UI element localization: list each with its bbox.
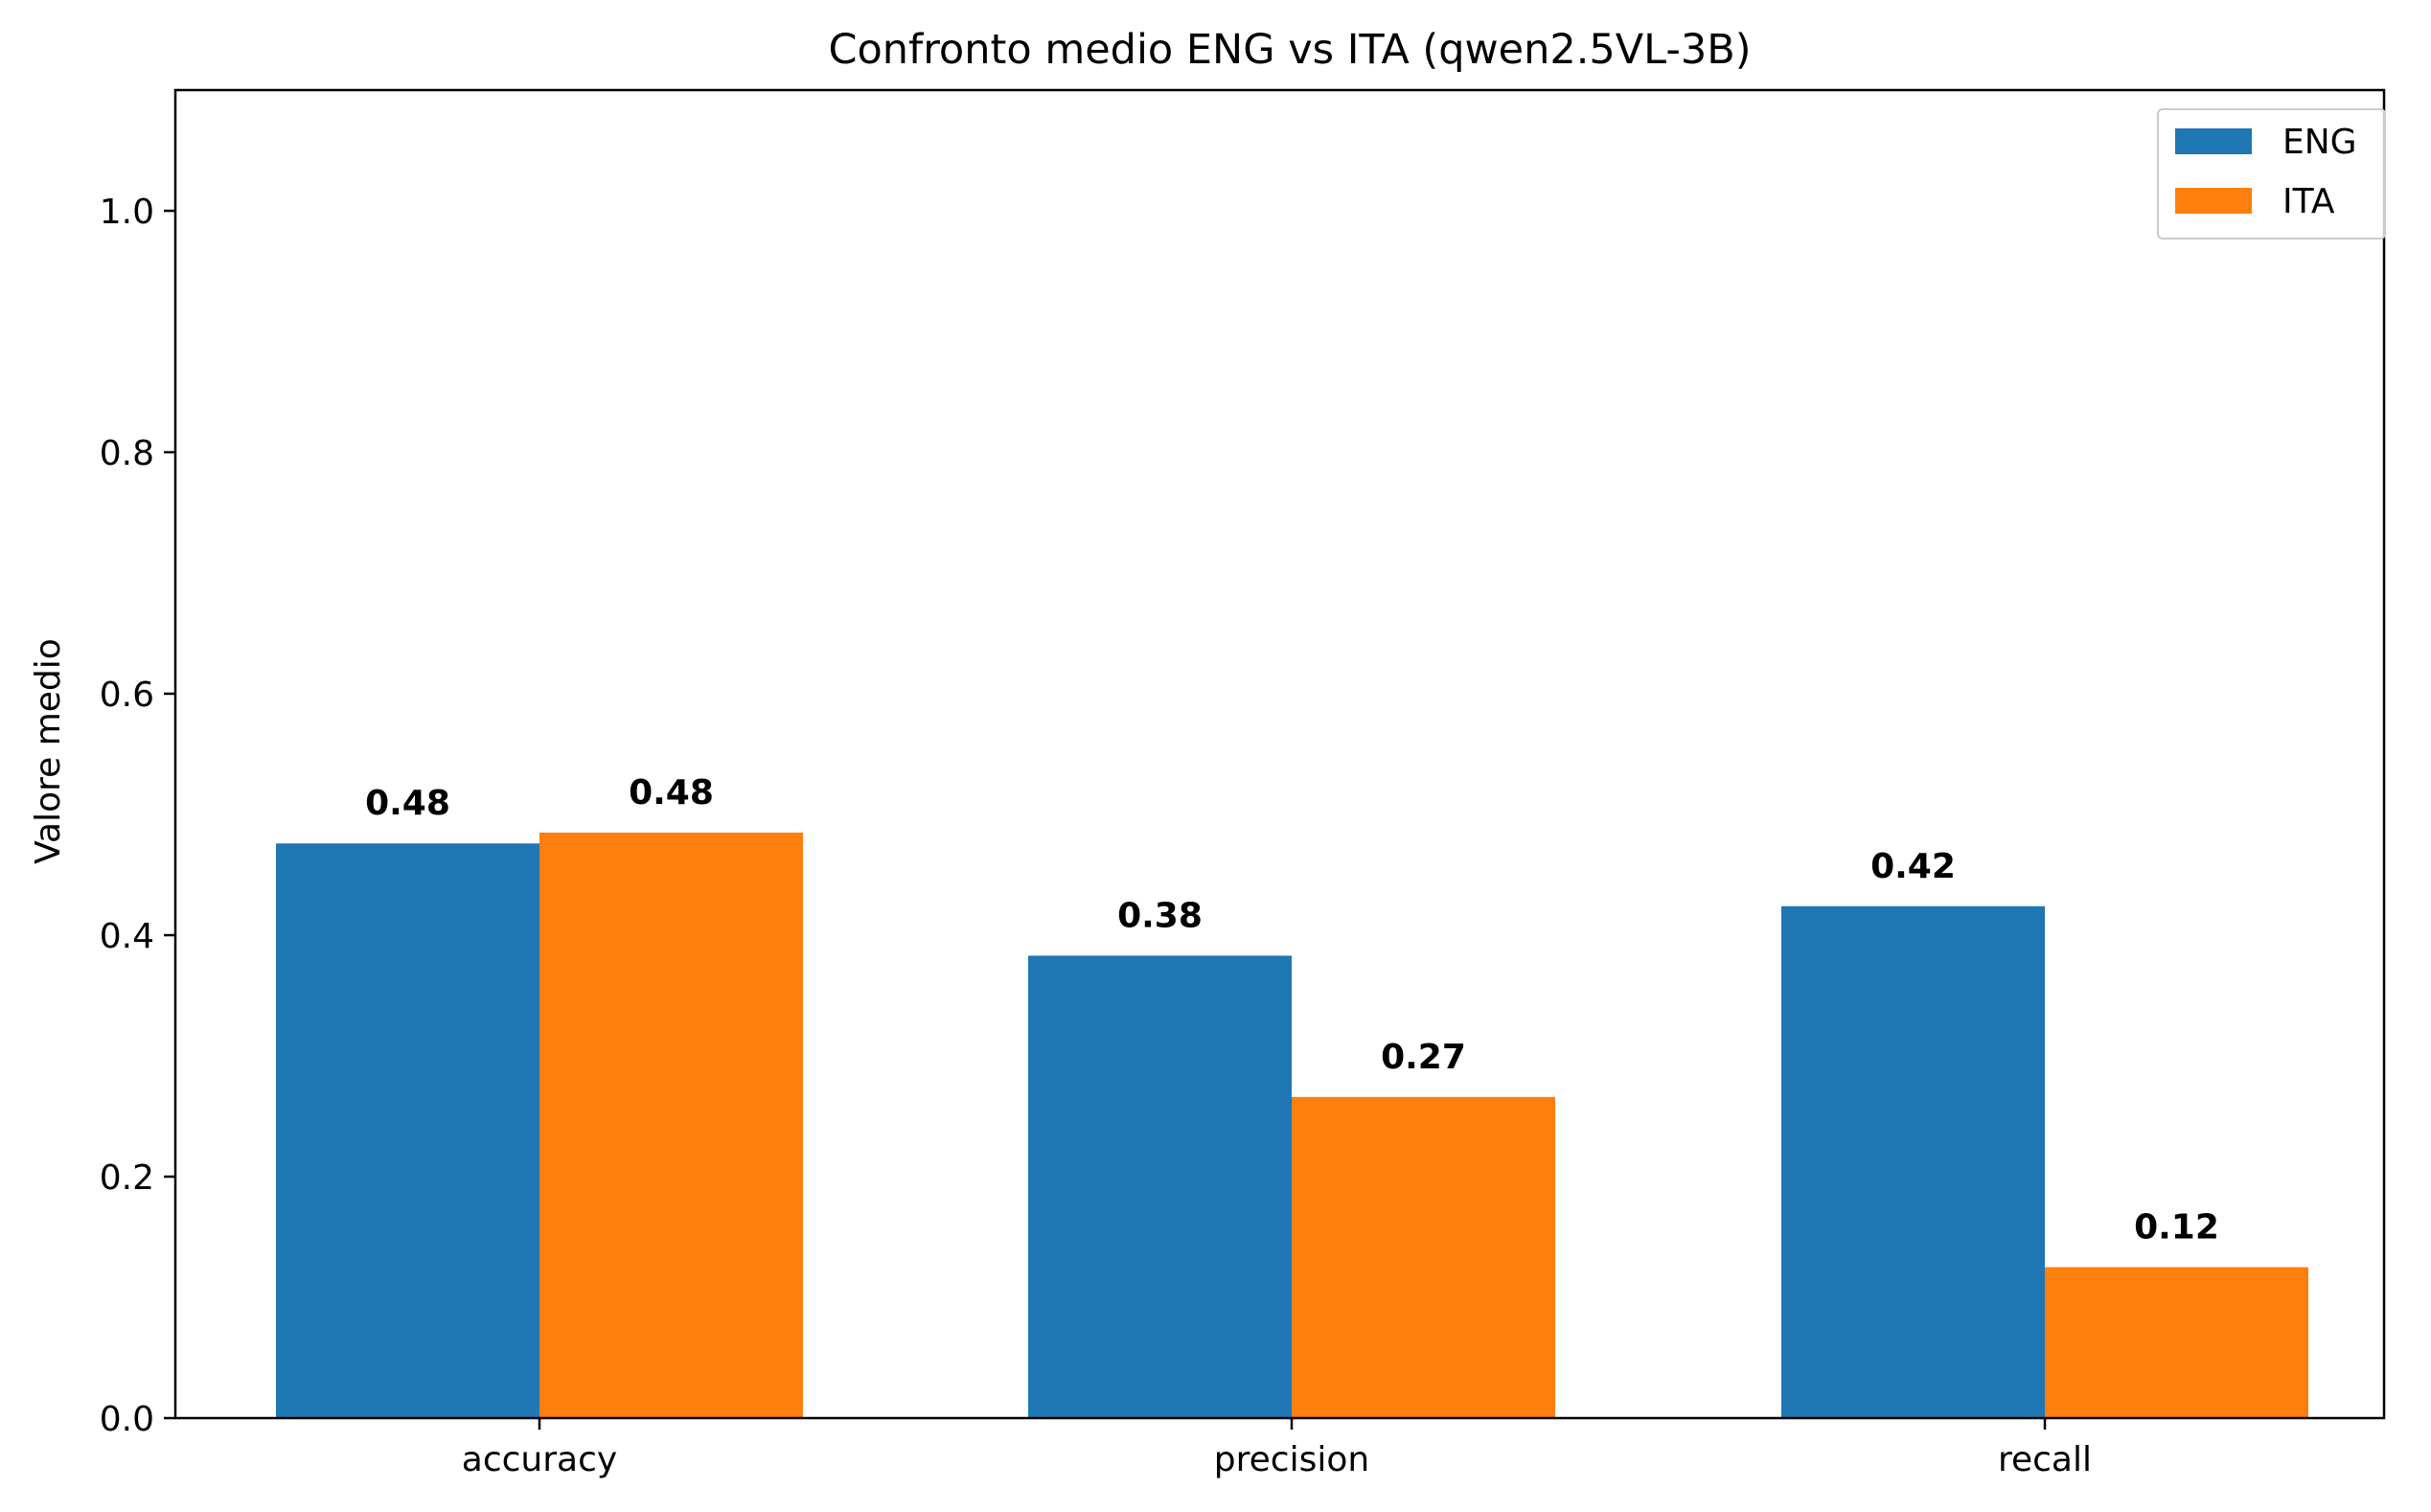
bar-eng-recall: [1781, 905, 2045, 1418]
y-tick-label: 0.0: [100, 1400, 154, 1439]
x-tick-label-precision: precision: [1214, 1440, 1369, 1479]
legend-swatch-ita: [2175, 188, 2252, 214]
data-label-ita-recall: 0.12: [2134, 1208, 2219, 1248]
legend-swatch-eng: [2175, 128, 2252, 154]
bars-layer: 0.48 0.38 0.42 0.48 0.27 0.12: [276, 773, 2308, 1418]
bar-ita-precision: [1292, 1096, 1555, 1418]
chart-title: Confronto medio ENG vs ITA (qwen2.5VL-3B…: [828, 26, 1751, 74]
bar-ita-accuracy: [539, 832, 803, 1418]
legend: ENG ITA: [2157, 108, 2386, 240]
axes-layer: 0.0 0.2 0.4 0.6 0.8 1.0 accuracy precision recal…: [100, 88, 2386, 1479]
y-tick-label: 1.0: [100, 193, 154, 232]
y-axis-title: Valore medio: [29, 638, 68, 864]
plot-frame: [173, 88, 2386, 1420]
y-tick-label: 0.2: [100, 1158, 154, 1198]
y-tick-label: 0.4: [100, 917, 154, 956]
y-tick-label: 0.8: [100, 434, 154, 473]
x-tick-label-accuracy: accuracy: [462, 1440, 617, 1479]
bar-eng-accuracy: [276, 843, 539, 1418]
data-label-ita-accuracy: 0.48: [629, 773, 714, 813]
data-label-eng-accuracy: 0.48: [365, 784, 450, 823]
y-tick-label: 0.6: [100, 676, 154, 715]
data-label-eng-precision: 0.38: [1117, 896, 1203, 935]
legend-label-ita: ITA: [2282, 182, 2335, 221]
bar-eng-precision: [1028, 955, 1292, 1418]
legend-label-eng: ENG: [2282, 123, 2357, 162]
data-label-ita-precision: 0.27: [1381, 1038, 1466, 1077]
data-label-eng-recall: 0.42: [1870, 847, 1956, 886]
x-tick-label-recall: recall: [1998, 1440, 2092, 1479]
bar-ita-recall: [2045, 1267, 2308, 1418]
